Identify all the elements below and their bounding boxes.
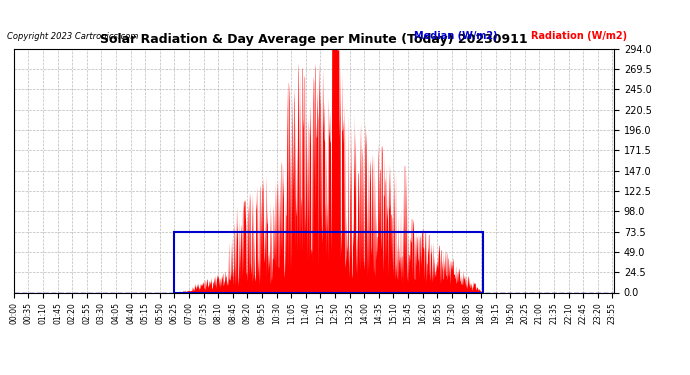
Text: Median (W/m2): Median (W/m2): [414, 32, 497, 41]
Bar: [175, 231, 483, 292]
Text: Copyright 2023 Cartronics.com: Copyright 2023 Cartronics.com: [7, 32, 138, 41]
Title: Solar Radiation & Day Average per Minute (Today) 20230911: Solar Radiation & Day Average per Minute…: [100, 33, 528, 46]
Text: Radiation (W/m2): Radiation (W/m2): [531, 32, 627, 41]
